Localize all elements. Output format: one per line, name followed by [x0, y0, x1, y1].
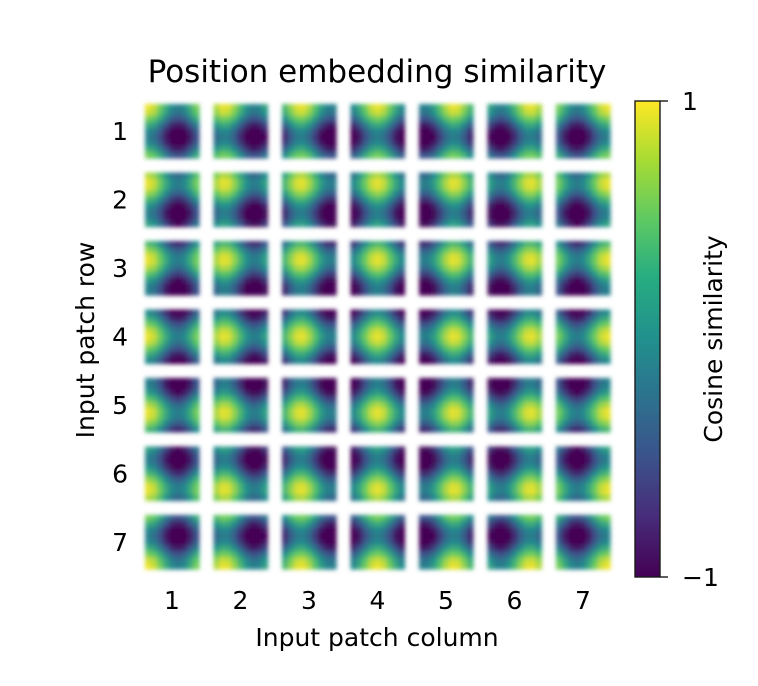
heatmap-cell-r5-c2 — [213, 378, 269, 433]
heatmap-cell-r2-c3 — [282, 172, 337, 228]
heatmap-cell-r7-c2 — [213, 515, 269, 570]
y-axis-label: Input patch row — [71, 242, 100, 439]
heatmap-cell-r4-c2 — [213, 309, 269, 365]
heatmap-cell-r7-c3 — [282, 515, 337, 570]
heatmap-cell-r1-c6 — [487, 104, 543, 159]
x-tick-label-6: 6 — [507, 586, 523, 615]
heatmap-cell-r1-c2 — [213, 104, 269, 159]
heatmap-cell-r5-c3 — [282, 378, 337, 433]
x-tick-label-5: 5 — [438, 586, 454, 615]
heatmap-cell-r7-c6 — [487, 515, 543, 570]
heatmap-cell-r1-c1 — [145, 104, 200, 159]
heatmap-cell-r6-c7 — [556, 446, 611, 502]
heatmap-cell-r1-c4 — [350, 104, 406, 159]
heatmap-cell-r2-c7 — [556, 172, 611, 228]
colorbar-tick-label-min: −1 — [682, 563, 719, 592]
heatmap-cell-r7-c5 — [419, 515, 474, 570]
heatmap-cell-r4-c5 — [419, 309, 474, 365]
heatmap-cell-r7-c4 — [350, 515, 406, 570]
heatmap-cell-r3-c3 — [282, 241, 337, 296]
heatmap-cell-r3-c4 — [350, 241, 406, 296]
heatmap-cell-r5-c7 — [556, 378, 611, 433]
colorbar-tick-label-max: 1 — [682, 87, 698, 116]
heatmap-cell-r6-c1 — [145, 446, 200, 502]
y-tick-label-3: 3 — [112, 254, 128, 283]
x-tick-label-2: 2 — [233, 586, 249, 615]
heatmap-cell-r7-c7 — [556, 515, 611, 570]
heatmap-cell-r4-c3 — [282, 309, 337, 365]
heatmap-cell-r1-c7 — [556, 104, 611, 159]
x-tick-label-3: 3 — [301, 586, 317, 615]
x-tick-label-1: 1 — [164, 586, 180, 615]
y-tick-label-5: 5 — [112, 391, 128, 420]
heatmap-cell-r2-c2 — [213, 172, 269, 228]
y-tick-label-4: 4 — [112, 323, 128, 352]
heatmap-cell-r2-c4 — [350, 172, 406, 228]
heatmap-cell-r3-c2 — [213, 241, 269, 296]
colorbar-label: Cosine similarity — [699, 235, 728, 442]
heatmap-cell-r1-c5 — [419, 104, 474, 159]
y-tick-label-1: 1 — [112, 117, 128, 146]
colorbar — [634, 100, 661, 578]
x-axis-label: Input patch column — [255, 623, 498, 652]
heatmap-cell-r6-c6 — [487, 446, 543, 502]
x-tick-labels: 1 2 3 4 5 6 7 — [164, 586, 591, 615]
heatmap-cell-r4-c1 — [145, 309, 200, 365]
heatmap-cell-r3-c5 — [419, 241, 474, 296]
chart-title: Position embedding similarity — [148, 54, 607, 90]
heatmap-cell-r6-c2 — [213, 446, 269, 502]
y-tick-label-2: 2 — [112, 186, 128, 215]
y-tick-labels: 1 2 3 4 5 6 7 — [112, 117, 128, 557]
heatmap-cell-r5-c5 — [419, 378, 474, 433]
heatmap-cell-r4-c7 — [556, 309, 611, 365]
x-tick-label-4: 4 — [370, 586, 386, 615]
heatmap-cell-r6-c5 — [419, 446, 474, 502]
heatmap-cell-r7-c1 — [145, 515, 200, 570]
heatmap-cell-r3-c6 — [487, 241, 543, 296]
heatmap-cell-r4-c4 — [350, 309, 406, 365]
y-tick-label-6: 6 — [112, 460, 128, 489]
heatmap-cell-r5-c4 — [350, 378, 406, 433]
heatmap-cell-r3-c1 — [145, 241, 200, 296]
heatmap-cell-r6-c3 — [282, 446, 337, 502]
heatmap-cell-r6-c4 — [350, 446, 406, 502]
heatmap-cell-r2-c1 — [145, 172, 200, 228]
heatmap-cell-r5-c6 — [487, 378, 543, 433]
heatmap-cell-r2-c5 — [419, 172, 474, 228]
heatmap-cell-r1-c3 — [282, 104, 337, 159]
x-tick-label-7: 7 — [575, 586, 591, 615]
heatmap-cell-r2-c6 — [487, 172, 543, 228]
heatmap-grid — [145, 104, 611, 570]
heatmap-cell-r3-c7 — [556, 241, 611, 296]
y-tick-label-7: 7 — [112, 528, 128, 557]
heatmap-cell-r5-c1 — [145, 378, 200, 433]
heatmap-cell-r4-c6 — [487, 309, 543, 365]
